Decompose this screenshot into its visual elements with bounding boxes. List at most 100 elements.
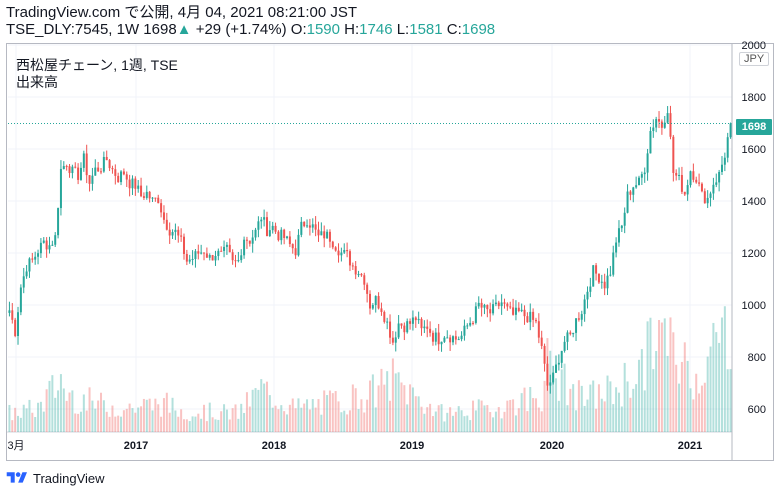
- volume-bar: [586, 399, 589, 432]
- volume-bar: [726, 369, 729, 432]
- volume-bar: [283, 411, 286, 432]
- candle-body: [191, 258, 194, 260]
- candle-body: [429, 328, 432, 333]
- candle-body: [437, 332, 440, 345]
- volume-bar: [640, 349, 643, 432]
- candle-body: [280, 229, 283, 241]
- candle-body: [669, 113, 672, 137]
- currency-label[interactable]: JPY: [739, 52, 770, 66]
- candle-body: [245, 239, 248, 241]
- volume-bar: [540, 411, 543, 432]
- candle-body: [417, 318, 420, 321]
- volume-bar: [409, 384, 412, 432]
- volume-bar: [68, 392, 71, 432]
- volume-bar: [500, 418, 503, 432]
- candle-body: [532, 311, 535, 320]
- candle-body: [360, 274, 363, 276]
- candle-body: [54, 235, 57, 245]
- volume-bar: [700, 385, 703, 432]
- candle-body: [397, 323, 400, 338]
- candle-body: [331, 241, 334, 248]
- volume-bar: [637, 359, 640, 432]
- candle-body: [457, 339, 460, 341]
- volume-bar: [306, 399, 309, 432]
- volume-bar: [686, 360, 689, 432]
- candle-body: [271, 225, 274, 231]
- candle-body: [254, 229, 257, 238]
- candle-body: [463, 325, 466, 336]
- candle-body: [366, 284, 369, 294]
- candle-body: [171, 232, 174, 236]
- volume-bar: [351, 384, 354, 432]
- candle-body: [220, 250, 223, 252]
- candle-body: [334, 247, 337, 251]
- candle-body: [74, 166, 77, 168]
- volume-bar: [543, 380, 546, 432]
- volume-bar: [603, 401, 606, 432]
- volume-bar: [331, 393, 334, 432]
- candle-body: [543, 345, 546, 364]
- volume-bar: [360, 399, 363, 432]
- candle-body: [343, 250, 346, 253]
- price-tick-label: 2000: [742, 40, 766, 52]
- volume-bar: [114, 416, 117, 432]
- volume-bar: [646, 321, 649, 432]
- volume-bar: [323, 390, 326, 432]
- candle-body: [629, 191, 632, 195]
- volume-bar: [34, 417, 37, 432]
- volume-bar: [328, 390, 331, 432]
- volume-bar: [148, 398, 151, 432]
- chart-frame[interactable]: [6, 43, 774, 461]
- candle-body: [380, 308, 383, 312]
- volume-bar: [420, 406, 423, 432]
- candle-body: [351, 265, 354, 267]
- volume-bar: [366, 399, 369, 432]
- volume-bar: [191, 416, 194, 432]
- volume-bar: [529, 387, 532, 432]
- candle-body: [620, 225, 623, 229]
- candle-body: [97, 167, 100, 172]
- volume-bar: [71, 390, 74, 432]
- candle-body: [560, 350, 563, 363]
- volume-bar: [389, 400, 392, 432]
- candle-body: [240, 255, 243, 261]
- volume-bar: [97, 400, 100, 432]
- candle-body: [368, 293, 372, 309]
- volume-bar: [317, 399, 320, 432]
- volume-bar: [680, 361, 683, 432]
- publish-info: TradingView.com で公開, 4月 04, 2021 08:21:0…: [6, 4, 358, 21]
- volume-bar: [51, 375, 54, 432]
- volume-bar: [346, 414, 349, 432]
- volume-bar: [517, 408, 520, 432]
- candle-body: [300, 221, 303, 235]
- volume-bar: [380, 368, 383, 432]
- volume-bar: [157, 404, 160, 432]
- candle-body: [283, 229, 286, 238]
- candle-body: [492, 304, 495, 314]
- volume-bar: [31, 412, 34, 432]
- candle-body: [658, 119, 661, 122]
- candle-body: [326, 231, 329, 239]
- candle-body: [37, 253, 40, 257]
- candle-body: [386, 321, 389, 323]
- volume-bar: [54, 397, 57, 432]
- volume-bar: [520, 393, 523, 432]
- candle-body: [649, 130, 652, 154]
- candle-body: [577, 318, 580, 320]
- candle-body: [306, 225, 309, 227]
- candle-body: [157, 197, 160, 204]
- volume-bar: [85, 410, 88, 432]
- candle-body: [675, 172, 678, 176]
- candle-body: [586, 291, 589, 300]
- candle-body: [597, 273, 600, 283]
- volume-bar: [74, 413, 77, 432]
- candle-body: [357, 274, 360, 276]
- footer[interactable]: TradingView: [6, 470, 105, 486]
- candle-body: [509, 306, 512, 308]
- time-tick-label: 2018: [262, 440, 286, 452]
- volume-bar: [280, 405, 283, 432]
- candle-body: [557, 362, 560, 365]
- volume-bar: [37, 402, 40, 432]
- volume-bar: [443, 421, 446, 432]
